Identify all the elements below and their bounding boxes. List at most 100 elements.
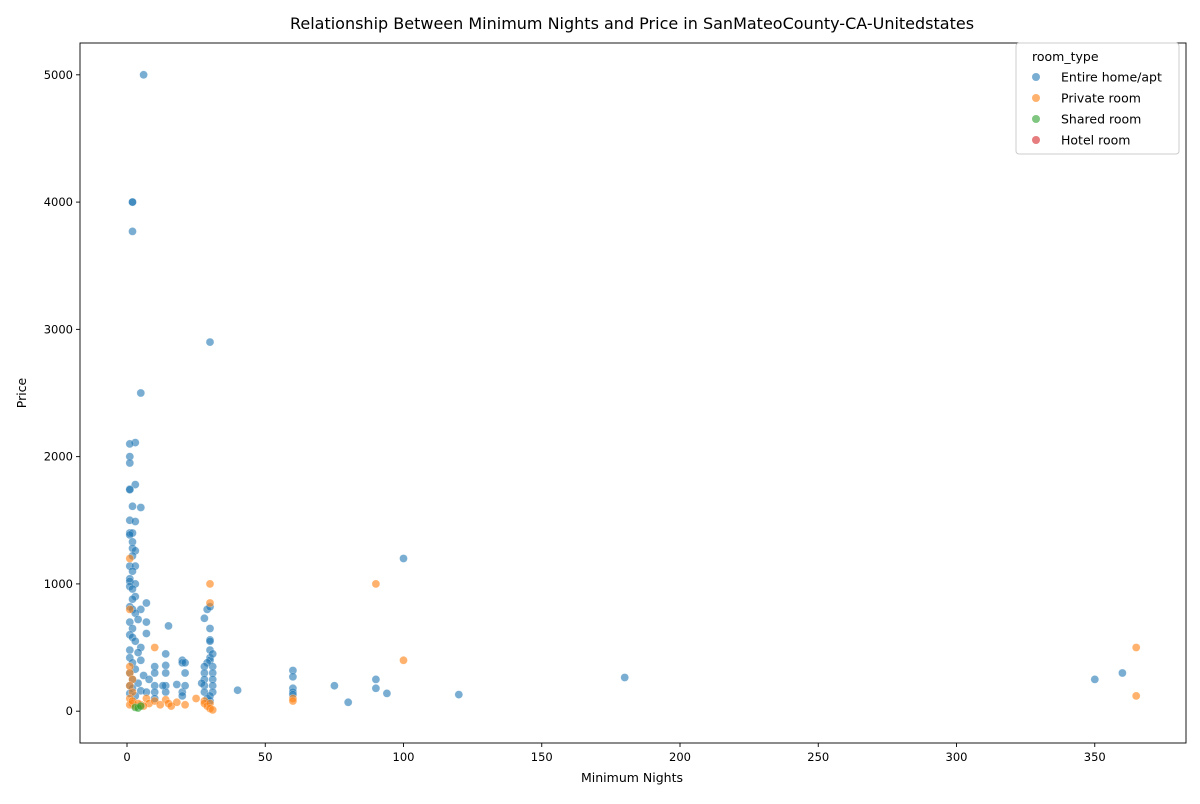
scatter-point [205,579,215,589]
scatter-point [139,70,148,80]
scatter-point [205,337,215,347]
scatter-point [125,530,135,540]
scatter-point [136,388,146,398]
scatter-point [136,701,146,711]
scatter-point [150,668,159,678]
x-tick-label: 150 [531,750,553,764]
data-points [125,70,1141,715]
scatter-point [399,656,408,665]
scatter-point [158,681,168,690]
scatter-point [180,681,190,690]
scatter-point [155,700,165,709]
scatter-point [131,480,140,489]
scatter-point [233,686,242,695]
scatter-point [161,649,170,659]
scatter-point [136,656,146,665]
scatter-point [399,554,408,563]
scatter-point [128,197,137,207]
legend-title: room_type [1032,49,1099,64]
scatter-point [128,227,137,236]
scatter-point [344,698,353,707]
legend-marker [1032,73,1040,81]
x-tick-label: 300 [946,750,968,764]
scatter-point [288,696,298,706]
scatter-point [205,598,215,608]
scatter-point [205,624,215,633]
legend-marker [1032,136,1040,144]
scatter-point [180,658,190,667]
scatter-point [125,645,135,655]
scatter-point [142,598,151,608]
legend-entry-label: Entire home/apt [1061,70,1162,85]
x-tick-label: 50 [258,750,273,764]
scatter-point [136,503,146,512]
scatter-point [191,694,201,703]
scatter-point [180,700,190,709]
scatter-point [172,698,182,707]
scatter-point [131,517,140,526]
scatter-point [1118,668,1127,678]
x-tick-label: 200 [669,750,691,764]
x-axis-label: Minimum Nights [581,770,683,785]
plot-area [79,42,1187,744]
y-tick-label: 4000 [44,195,73,209]
scatter-point [382,689,392,698]
legend-entry-label: Hotel room [1061,133,1130,148]
y-axis-label: Price [14,377,29,408]
scatter-point [144,675,154,684]
scatter-point [128,595,137,604]
scatter-point [161,668,170,678]
scatter-point [178,691,187,701]
scatter-point [180,668,190,678]
scatter-point [164,621,173,631]
scatter-point [371,579,381,589]
scatter-point [142,617,151,627]
plot-frame [79,42,1187,744]
scatter-point [133,648,143,657]
scatter-point [150,643,159,652]
scatter-point [205,637,215,646]
scatter-point [125,439,135,449]
legend-entry-label: Shared room [1061,112,1141,127]
legend-entry-label: Private room [1061,91,1141,106]
y-tick-label: 1000 [44,577,73,591]
y-tick-label: 0 [66,704,73,718]
chart-title: Relationship Between Minimum Nights and … [290,14,974,33]
scatter-point [128,567,137,576]
scatter-point [1131,643,1141,652]
legend-marker [1032,115,1040,123]
x-tick-label: 250 [807,750,829,764]
scatter-point [125,605,135,614]
y-tick-label: 2000 [44,450,73,464]
scatter-point [131,637,140,646]
scatter-point [1090,675,1100,684]
scatter-point [172,680,182,689]
x-tick-label: 350 [1084,750,1106,764]
scatter-point [128,584,137,594]
scatter-point [454,690,463,699]
scatter-point [125,458,135,468]
y-tick-label: 3000 [44,322,73,336]
scatter-point [142,629,151,638]
x-tick-label: 100 [393,750,415,764]
legend-box [1015,42,1180,155]
scatter-point [208,705,217,715]
scatter-point [128,502,137,511]
axis-ticks: 0 50 100 150 200 250 300 350 0 1000 2000 3000 4000 50… [44,68,1106,764]
scatter-point [371,675,381,684]
legend-marker [1032,94,1040,102]
scatter-point [200,614,209,623]
scatter-point [371,684,381,693]
scatter-point [1131,691,1141,701]
x-tick-label: 0 [123,750,130,764]
scatter-point [161,661,170,670]
scatter-point [330,681,339,690]
scatter-point [288,672,298,681]
y-tick-label: 5000 [44,68,73,82]
scatter-point [620,673,629,682]
scatter-point [125,485,135,494]
scatter-point [197,679,206,688]
scatter-point [125,554,135,563]
